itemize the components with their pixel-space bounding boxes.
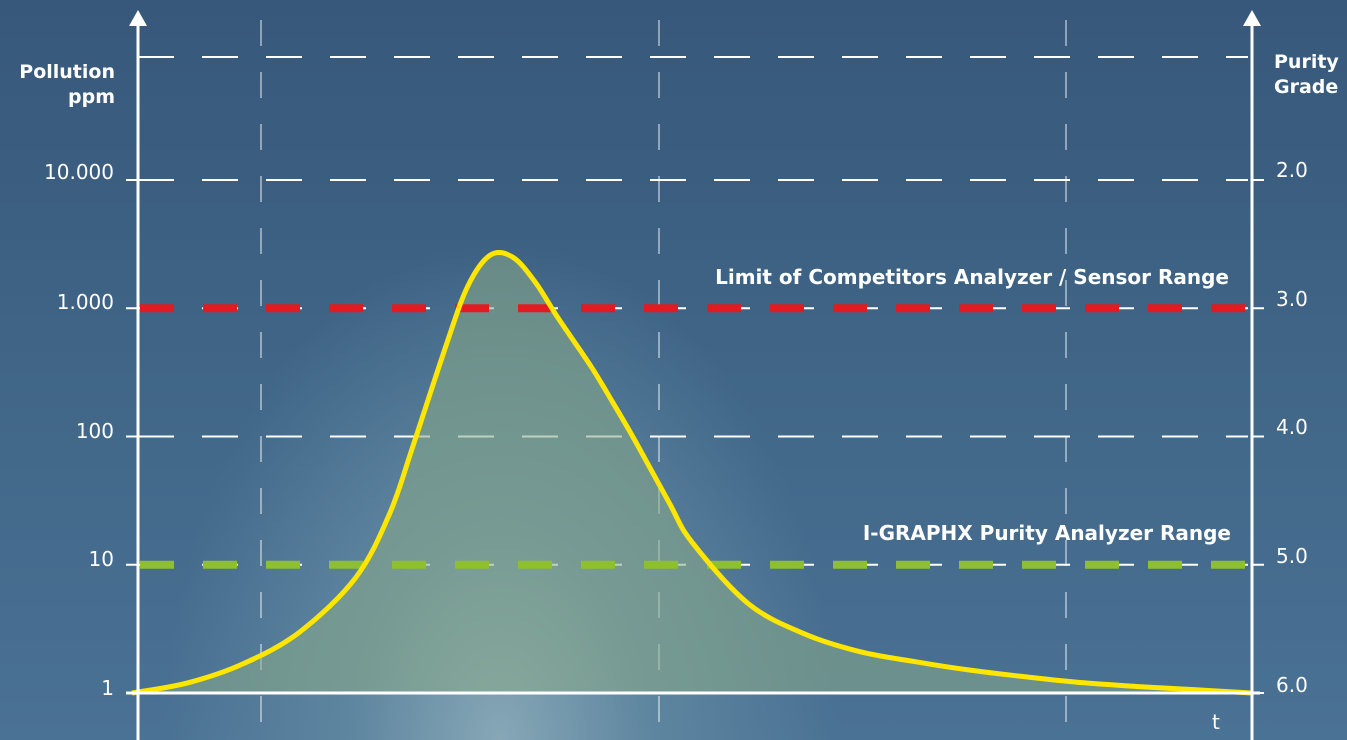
left-tick-label: 100	[75, 419, 114, 443]
left-tick-label: 10.000	[44, 160, 114, 184]
left-tick-label: 1	[101, 676, 114, 700]
horizontal-gridlines	[138, 56, 1248, 566]
y-axis-left-title: Pollution ppm	[10, 60, 115, 110]
right-tick-label: 2.0	[1276, 158, 1308, 182]
x-axis-label: t	[1212, 710, 1220, 734]
y-axis-right-title: Purity Grade	[1274, 50, 1344, 100]
pollution-curve	[131, 249, 1253, 696]
y-axis-right-title-line-1: Purity	[1274, 51, 1339, 73]
y-axis-left-arrow	[129, 10, 147, 26]
competitor-range-label: Limit of Competitors Analyzer / Sensor R…	[715, 265, 1229, 289]
left-tick-label: 10	[88, 547, 114, 571]
y-axis-left-title-line-2: ppm	[68, 86, 115, 108]
axes	[126, 10, 1264, 740]
pollution-area-fill	[132, 252, 1252, 693]
y-axis-left-title-line-1: Pollution	[19, 61, 115, 83]
right-tick-label: 5.0	[1276, 544, 1308, 568]
left-tick-label: 1.000	[56, 290, 114, 314]
y-axis-right-arrow	[1243, 10, 1261, 26]
vertical-gridlines	[260, 20, 1067, 740]
y-axis-right-title-line-2: Grade	[1274, 76, 1339, 98]
right-tick-label: 4.0	[1276, 415, 1308, 439]
right-tick-label: 3.0	[1276, 287, 1308, 311]
right-tick-label: 6.0	[1276, 673, 1308, 697]
igraphx-range-label: I-GRAPHX Purity Analyzer Range	[862, 521, 1231, 545]
